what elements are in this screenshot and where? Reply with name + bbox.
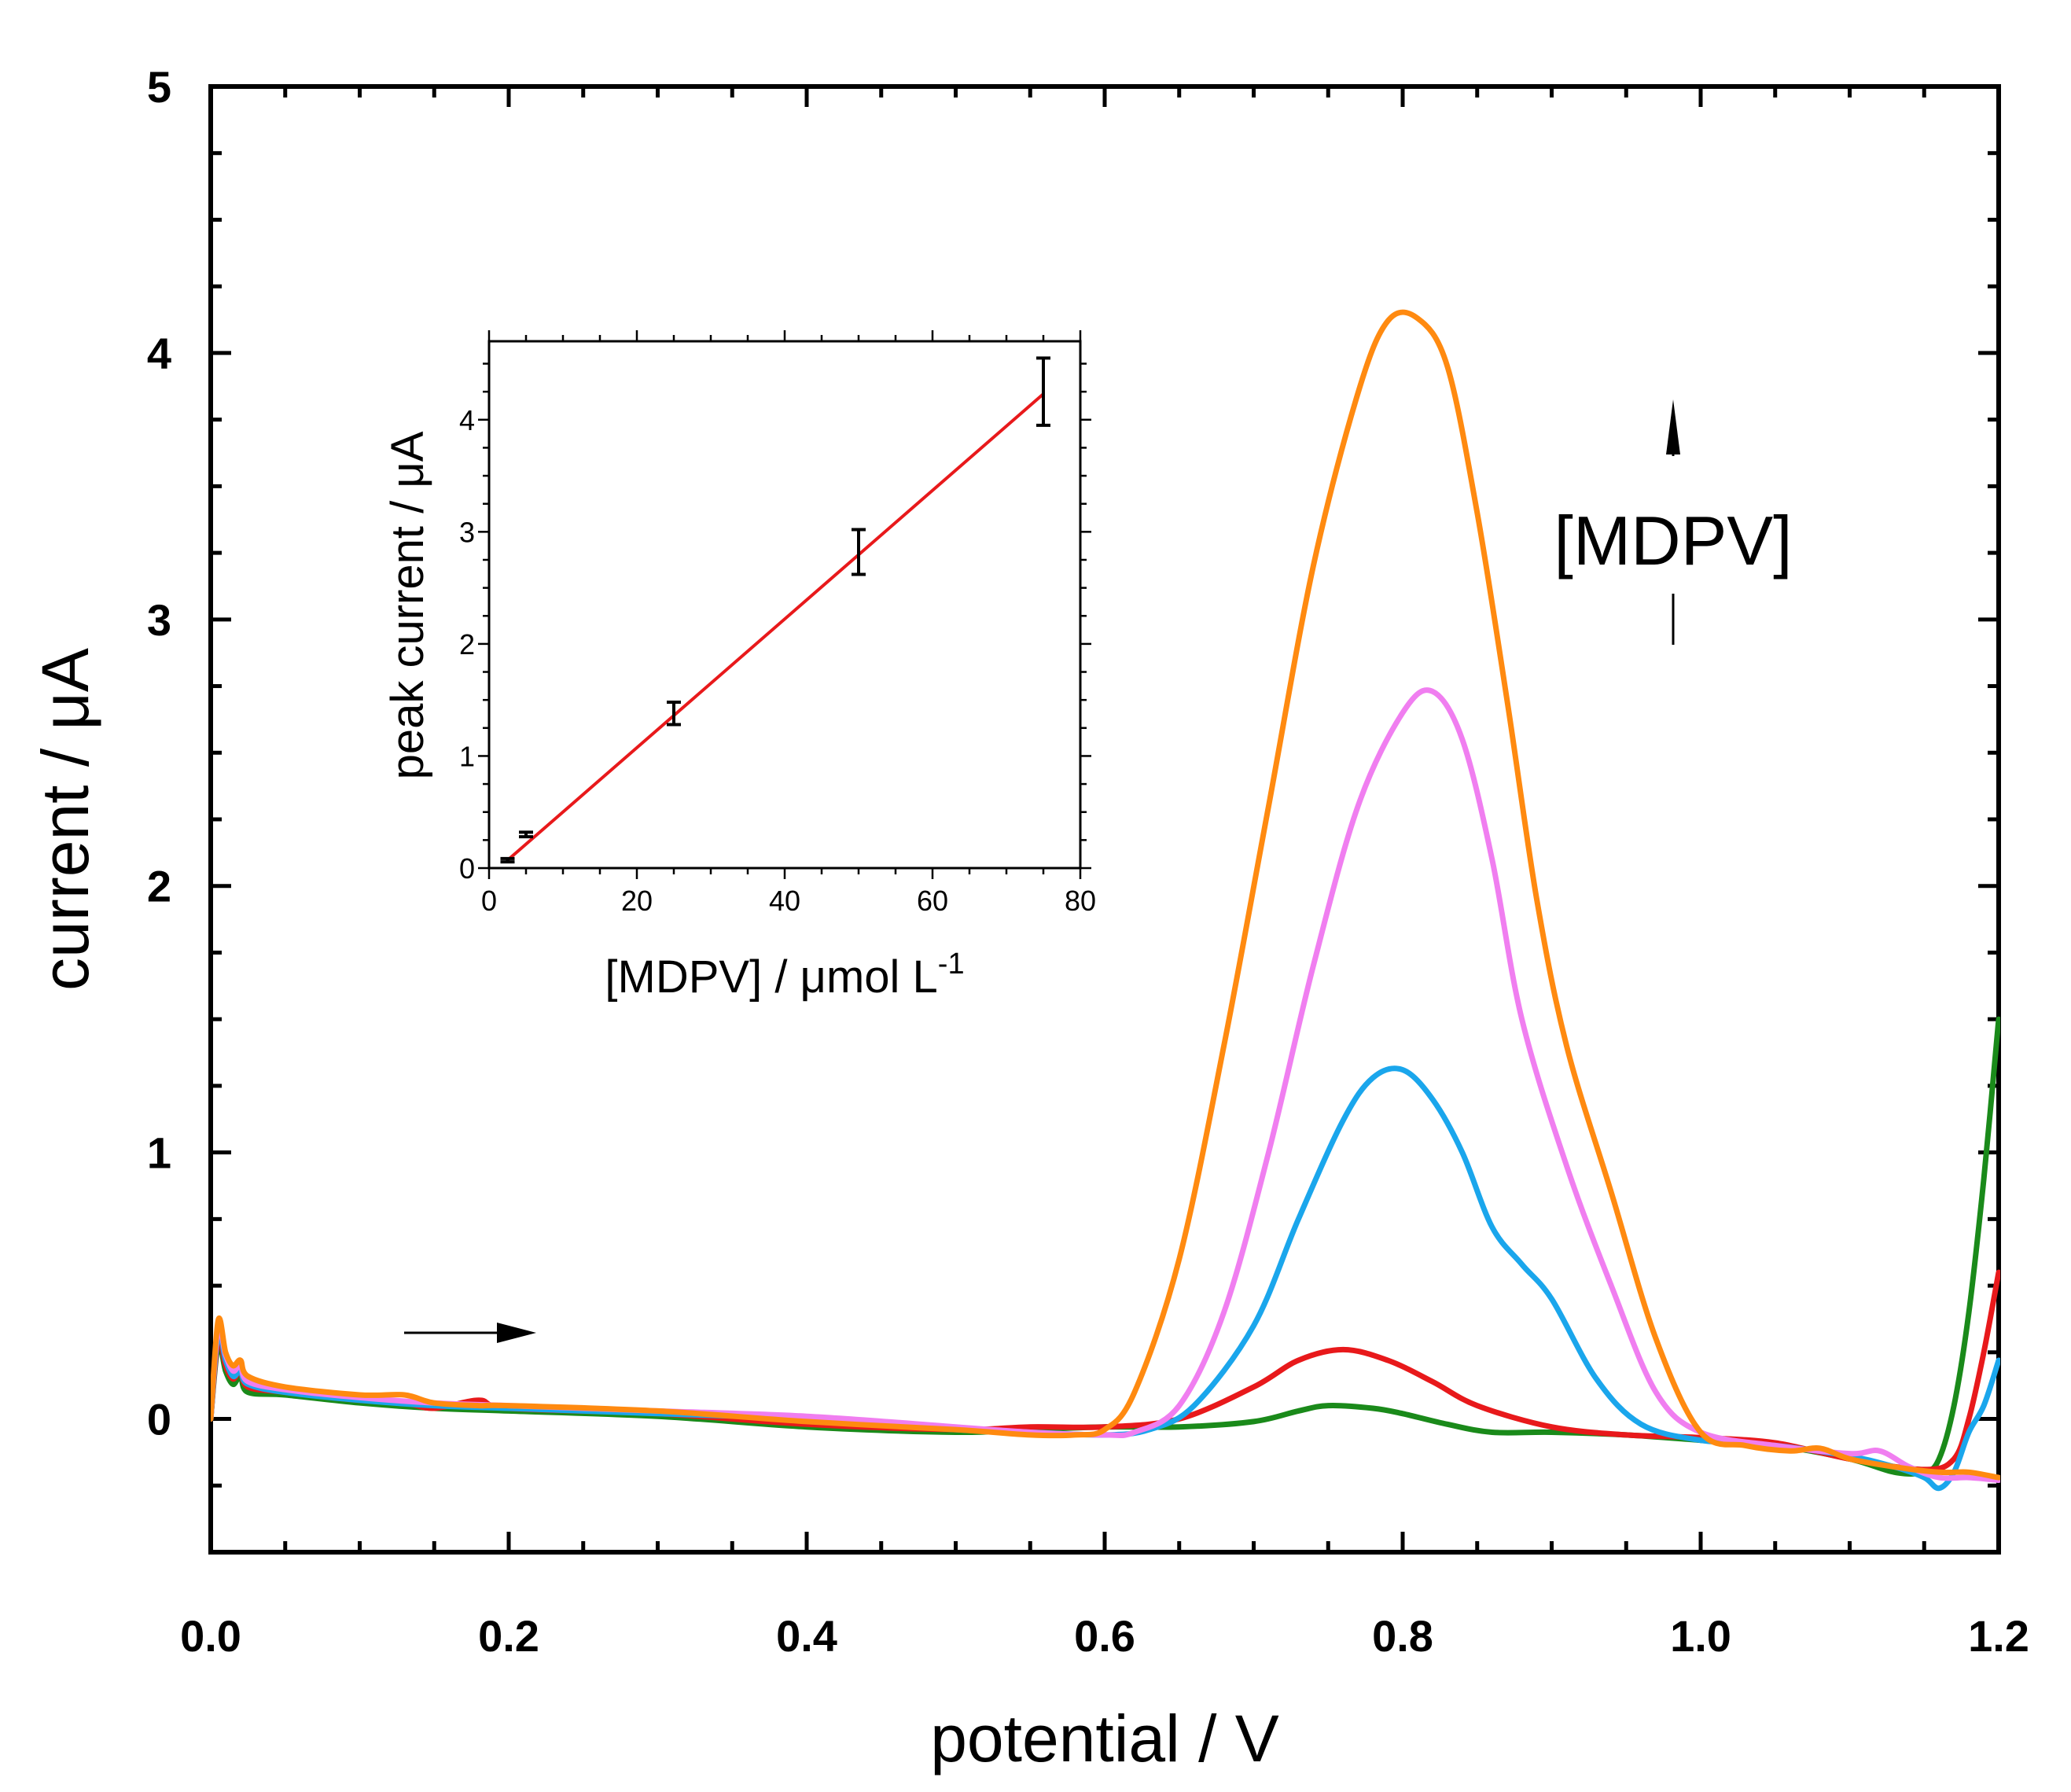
inset-x-tick-labels: 0 20 40 60 80 xyxy=(481,885,1096,917)
inset-error-bar xyxy=(1036,356,1050,427)
main-series-group xyxy=(211,309,2000,1492)
inset-y-tick-label: 1 xyxy=(459,740,475,772)
main-y-axis-title: current / μA xyxy=(28,648,102,991)
main-y-tick-label: 4 xyxy=(147,329,171,378)
main-x-tick-label: 0.6 xyxy=(1074,1611,1135,1661)
series-line-orange xyxy=(211,309,2000,1481)
inset-x-tick-label: 40 xyxy=(769,885,800,917)
inset-fit-group xyxy=(506,392,1045,862)
concentration-arrow-icon xyxy=(1666,399,1680,645)
scan-direction-arrow-icon xyxy=(404,1323,536,1343)
main-y-tick-label: 0 xyxy=(147,1395,171,1444)
main-x-tick-label: 0.2 xyxy=(478,1611,539,1661)
inset-y-axis-title: peak current / μA xyxy=(382,431,433,779)
main-y-tick-label: 3 xyxy=(147,595,171,645)
inset-x-tick-label: 20 xyxy=(621,885,653,917)
inset-error-bar xyxy=(852,528,866,576)
inset-points-group xyxy=(500,356,1050,864)
main-y-tick-labels: 0 1 2 3 4 5 xyxy=(147,62,171,1444)
inset-x-axis-title-main: [MDPV] / μmol L xyxy=(605,951,937,1003)
inset-y-tick-labels: 0 1 2 3 4 xyxy=(459,404,475,885)
main-x-tick-label: 0.4 xyxy=(776,1611,837,1661)
main-x-tick-label: 0.8 xyxy=(1372,1611,1433,1661)
main-y-tick-label: 2 xyxy=(147,862,171,911)
inset-fit-line xyxy=(506,392,1045,862)
inset-error-bar xyxy=(500,856,515,864)
inset-axis-ticks xyxy=(478,330,1091,879)
concentration-label: [MDPV] xyxy=(1554,502,1792,580)
inset-x-tick-label: 60 xyxy=(917,885,948,917)
inset-x-tick-label: 80 xyxy=(1065,885,1096,917)
inset-y-tick-label: 0 xyxy=(459,852,475,885)
main-x-tick-label: 1.2 xyxy=(1968,1611,2029,1661)
main-x-tick-label: 1.0 xyxy=(1670,1611,1731,1661)
main-y-tick-label: 5 xyxy=(147,62,171,112)
inset-x-axis-title-superscript: -1 xyxy=(938,948,965,981)
inset-y-tick-label: 2 xyxy=(459,628,475,661)
inset-error-bar xyxy=(519,830,533,839)
main-axis-ticks xyxy=(208,84,2001,1555)
main-x-axis-title: potential / V xyxy=(930,1702,1279,1775)
main-x-tick-label: 0.0 xyxy=(180,1611,241,1661)
inset-y-tick-label: 3 xyxy=(459,516,475,548)
main-y-tick-label: 1 xyxy=(147,1128,171,1178)
inset-y-tick-label: 4 xyxy=(459,404,475,436)
inset-x-axis-title: [MDPV] / μmol L-1 xyxy=(605,948,964,1003)
inset-error-bar xyxy=(667,701,681,727)
series-line-pink xyxy=(211,687,2000,1483)
inset-plot-frame xyxy=(487,340,1082,870)
main-x-tick-labels: 0.0 0.2 0.4 0.6 0.8 1.0 1.2 xyxy=(180,1611,2029,1661)
inset-x-tick-label: 0 xyxy=(481,885,497,917)
